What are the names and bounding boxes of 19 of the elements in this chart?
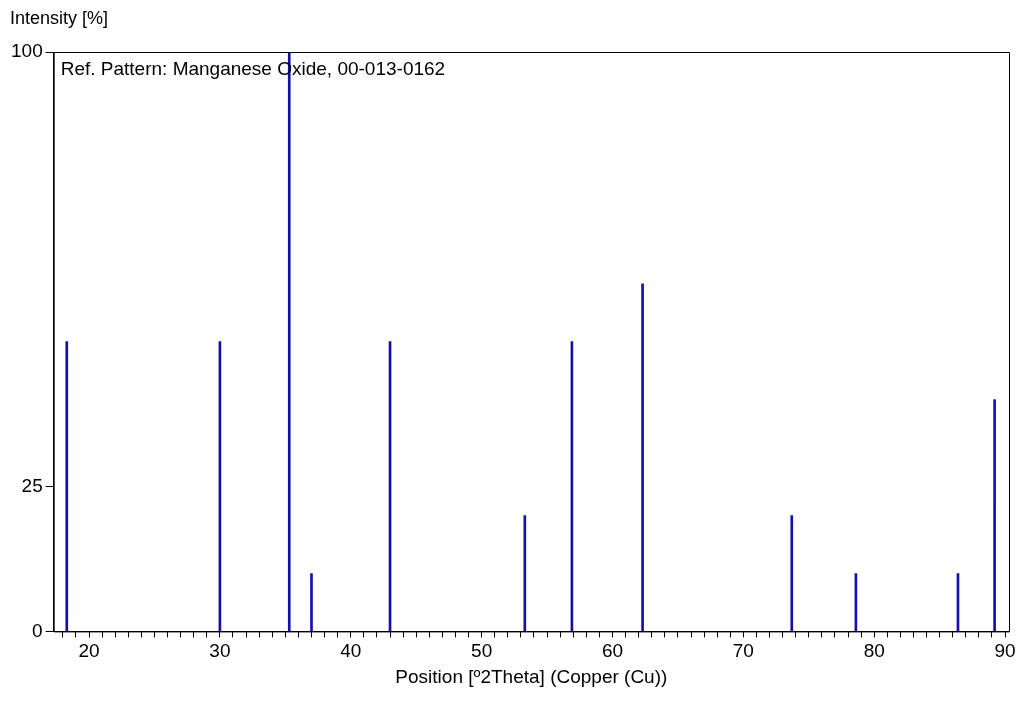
y-tick-label: 25 <box>21 474 43 496</box>
bar <box>310 573 313 632</box>
y-tick-label: 100 <box>11 40 43 62</box>
x-tick-label: 30 <box>209 640 231 662</box>
x-axis-title: Position [º2Theta] (Copper (Cu)) <box>395 665 668 687</box>
x-tick-label: 50 <box>471 640 493 662</box>
bar <box>523 515 527 632</box>
bar <box>65 341 69 632</box>
bar <box>993 399 996 632</box>
y-tick-label: 0 <box>32 619 43 641</box>
y-axis-title: Intensity [%] <box>10 7 109 28</box>
x-tick-label: 40 <box>340 640 362 662</box>
x-tick-label: 20 <box>78 640 100 662</box>
x-tick-label: 90 <box>994 640 1016 662</box>
x-tick-label: 80 <box>863 640 885 662</box>
bar <box>790 515 794 632</box>
bar <box>641 283 644 632</box>
x-tick-label: 70 <box>732 640 754 662</box>
x-tick-label: 60 <box>601 640 624 662</box>
